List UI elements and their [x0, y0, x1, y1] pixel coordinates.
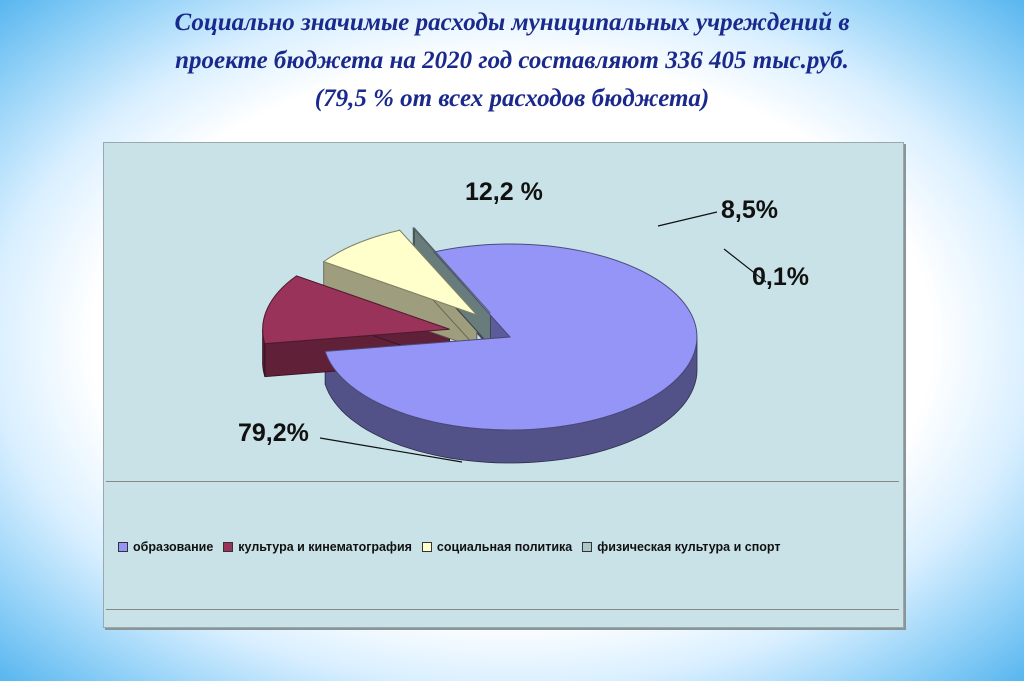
legend-item: культура и кинематография: [223, 540, 412, 554]
legend: образование культура и кинематография соци…: [118, 540, 790, 554]
pie-slice-образование: [324, 243, 698, 431]
legend-label: образование: [133, 540, 214, 554]
legend-item: образование: [118, 540, 213, 554]
legend-label: социальная политика: [436, 540, 573, 554]
pie-slice-физическая культура и спорт: [412, 227, 491, 314]
data-label: 0,1%: [752, 263, 809, 291]
title-line-1: Социально значимые расходы муниципальных…: [174, 9, 850, 36]
legend-swatch: [223, 542, 234, 552]
data-label: 8,5%: [721, 196, 778, 224]
title-line-3: (79,5 % от всех расходов бюджета): [314, 85, 710, 112]
legend-swatch: [582, 542, 593, 552]
pie-slice-культура и кинематография: [262, 275, 450, 345]
data-label: 12,2 %: [465, 178, 543, 206]
title-line-2: проекте бюджета на 2020 год составляют 3…: [175, 47, 849, 74]
leader-line: [657, 211, 718, 227]
chart-area: [103, 142, 904, 628]
legend-label: физическая культура и спорт: [597, 540, 781, 554]
legend-label: культура и кинематография: [238, 540, 412, 554]
legend-swatch: [118, 542, 128, 552]
pie-slice-социальная политика: [322, 229, 478, 316]
leader-line: [319, 437, 463, 463]
leader-line: [723, 248, 767, 283]
legend-swatch: [421, 542, 432, 552]
legend-item: физическая культура и спорт: [582, 540, 780, 554]
data-label: 79,2%: [238, 419, 309, 447]
legend-item: социальная политика: [421, 540, 573, 554]
legend-area: образование культура и кинематография соци…: [106, 481, 899, 610]
page-title: Социально значимые расходы муниципальных…: [20, 4, 1004, 118]
